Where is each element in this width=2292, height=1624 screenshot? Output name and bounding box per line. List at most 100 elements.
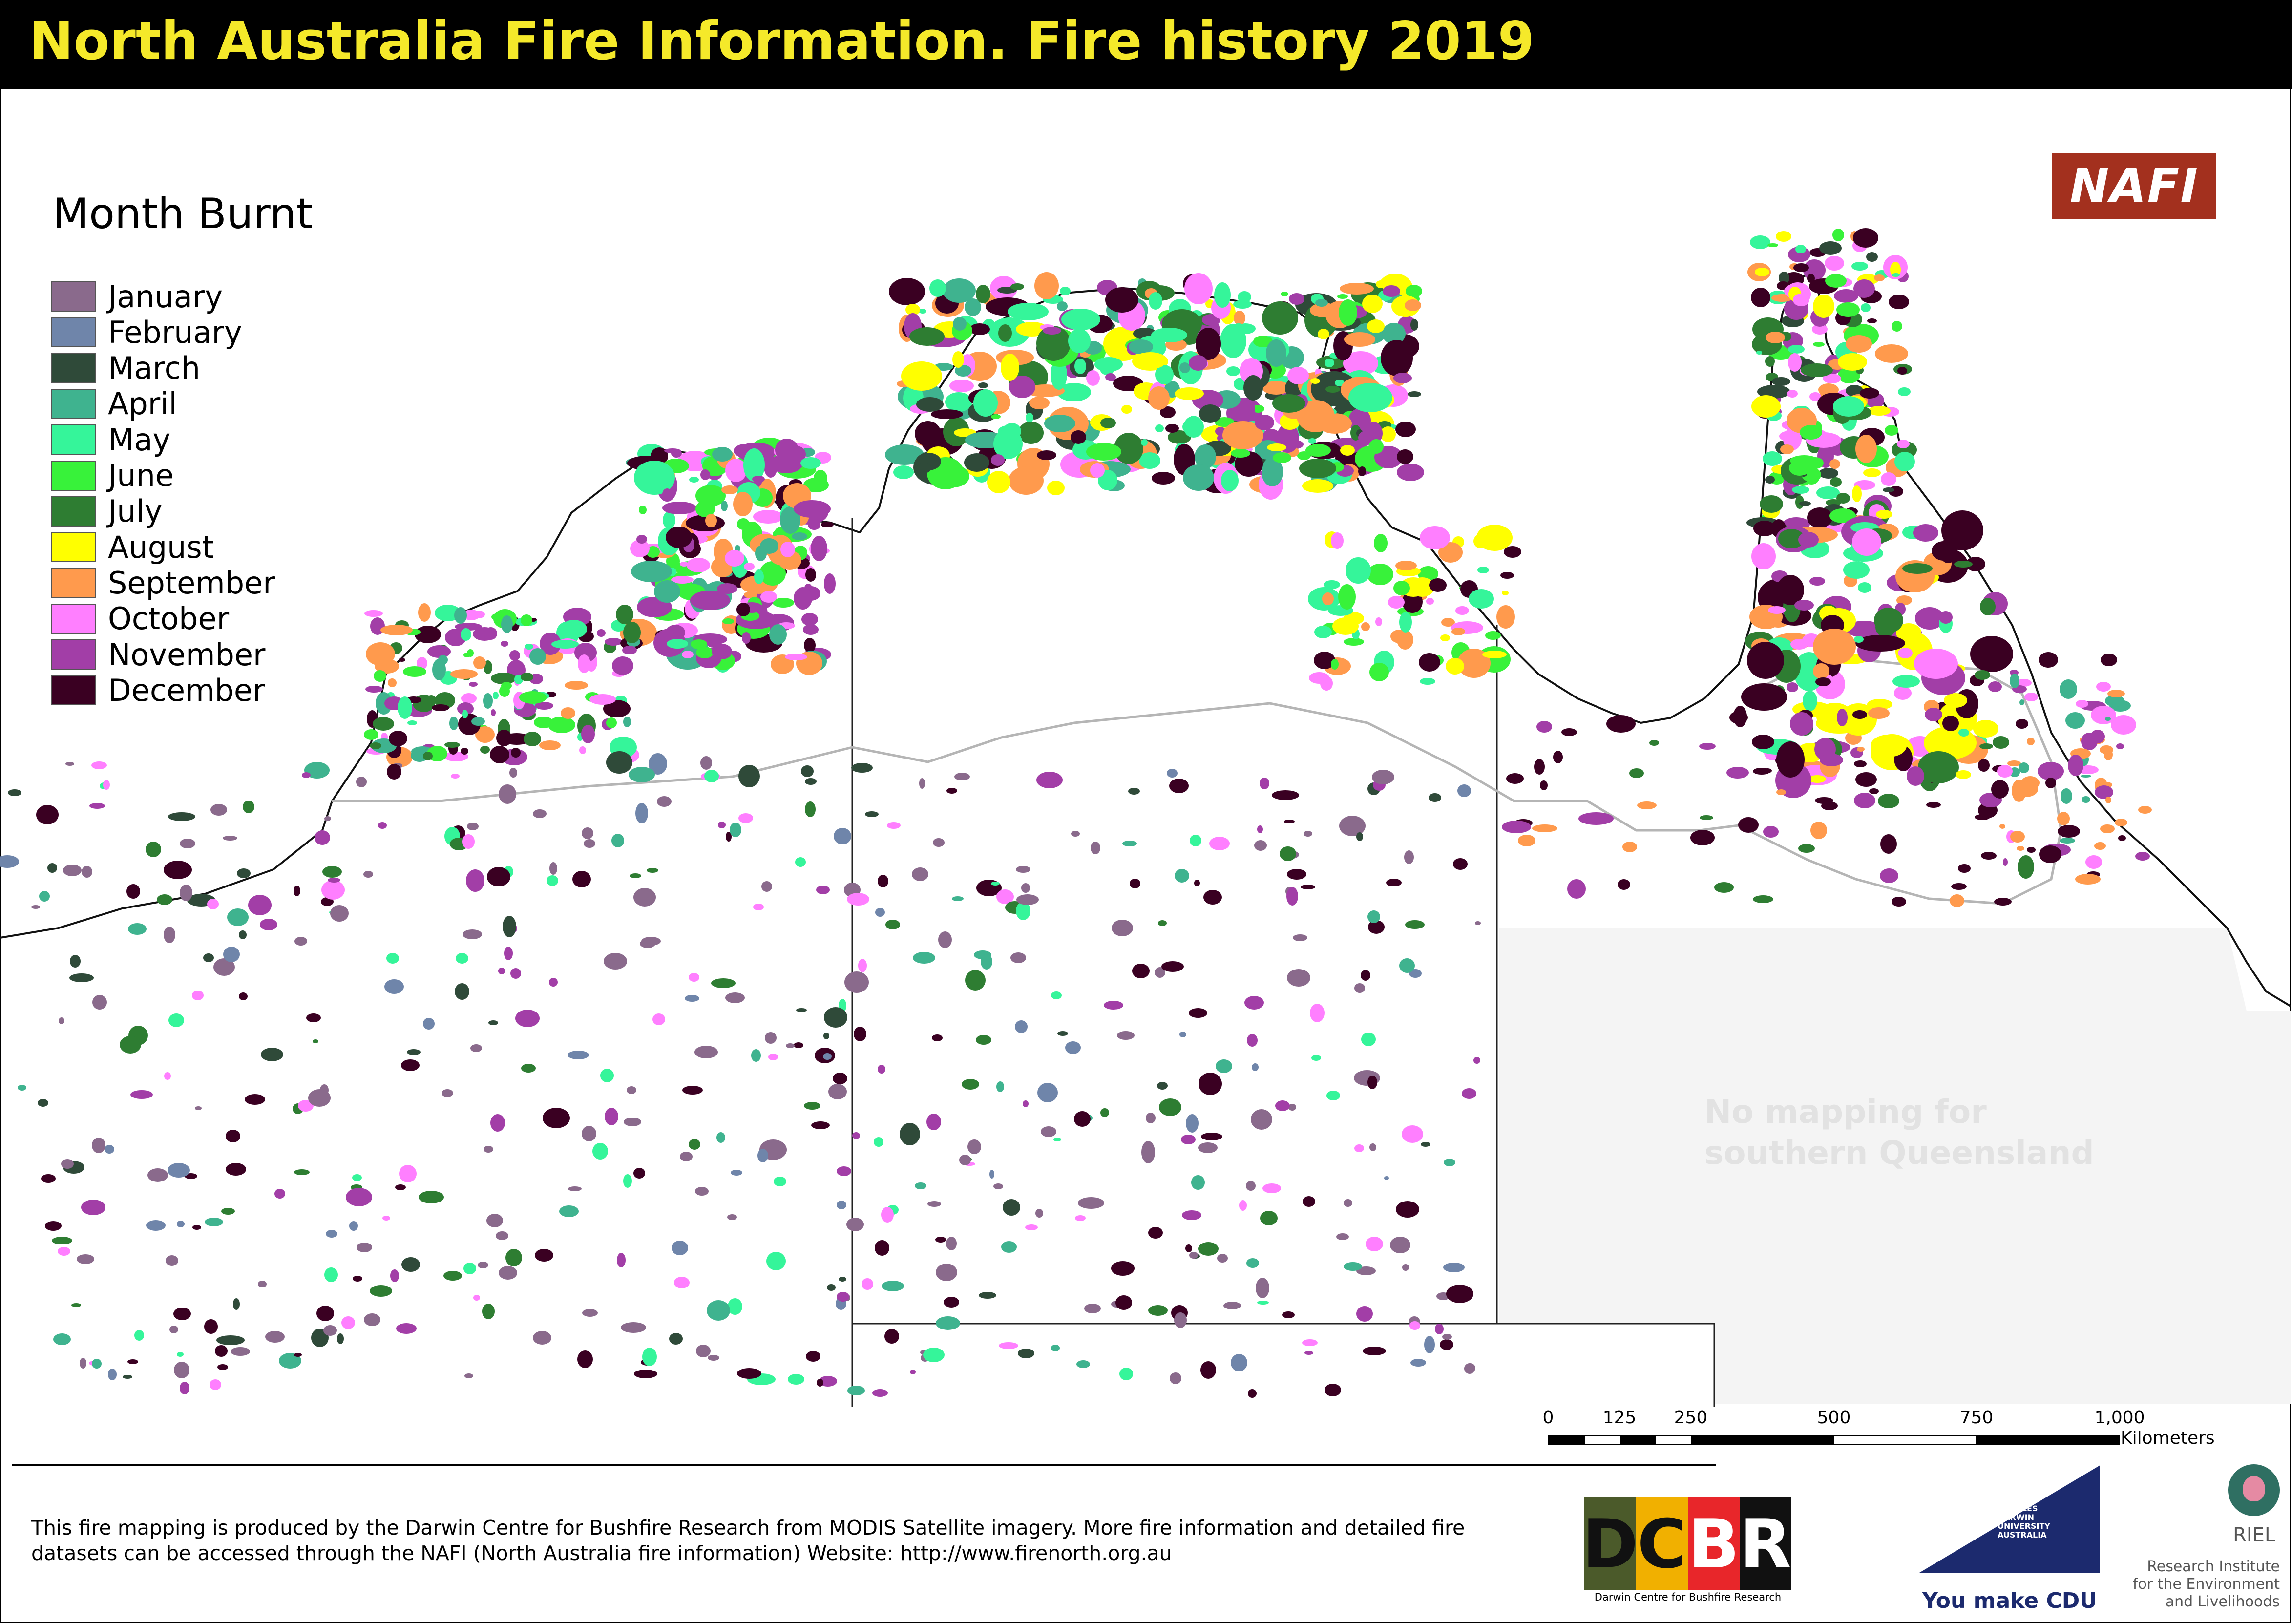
burn-patch	[491, 673, 516, 684]
burn-patch	[1191, 1175, 1205, 1190]
burn-patch	[669, 1333, 683, 1345]
burn-patch	[1272, 790, 1299, 800]
burn-patch	[549, 862, 557, 875]
burn-patch	[1376, 280, 1386, 288]
burn-patch	[768, 1054, 778, 1060]
burn-patch	[2116, 743, 2124, 749]
burn-patch	[976, 1035, 991, 1045]
burn-patch	[509, 768, 517, 778]
burn-patch	[1397, 464, 1424, 481]
scale-bar: 0 125 250 500 750 1,000 Kilometers	[1542, 1408, 2215, 1466]
burn-patch	[833, 1073, 847, 1084]
burn-patch	[577, 1350, 593, 1368]
burn-patch	[1196, 328, 1221, 360]
burn-patch	[680, 562, 689, 567]
burn-patch	[1366, 1237, 1383, 1251]
burn-patch	[1868, 406, 1891, 416]
burn-patch	[806, 1351, 820, 1362]
no-mapping-note: No mapping for southern Queensland	[1704, 1093, 2094, 1172]
burn-patch	[1502, 821, 1531, 833]
burn-patch	[705, 514, 717, 527]
burn-patch	[2105, 797, 2111, 803]
burn-patch	[989, 1170, 994, 1179]
burn-patch	[885, 920, 900, 929]
burn-patch	[1944, 693, 1967, 708]
burn-patch	[1496, 605, 1515, 629]
burn-patch	[1504, 546, 1521, 558]
burn-patch	[1262, 457, 1283, 486]
burn-patch	[463, 929, 482, 939]
riel-full-name: Research Institute for the Environment a…	[2132, 1558, 2280, 1610]
burn-patch	[134, 1330, 144, 1341]
burn-patch	[717, 583, 737, 594]
burn-patch	[690, 591, 730, 610]
burn-patch	[1015, 1020, 1028, 1033]
burn-patch	[1001, 354, 1019, 381]
burn-patch	[1010, 283, 1024, 290]
legend-item-april: April	[51, 386, 177, 422]
burn-patch	[1195, 444, 1216, 469]
burn-patch	[936, 1316, 960, 1330]
burn-patch	[794, 587, 812, 610]
burn-patch	[1304, 831, 1312, 837]
burn-patch	[1266, 339, 1286, 367]
burn-patch	[1361, 1033, 1376, 1046]
burn-patch	[1852, 485, 1862, 502]
burn-patch	[1397, 449, 1413, 464]
burn-patch	[875, 908, 885, 917]
burn-patch	[821, 522, 834, 527]
scale-label-0: 0	[1542, 1408, 1554, 1428]
scale-unit: Kilometers	[2121, 1428, 2215, 1448]
burn-patch	[1374, 534, 1388, 552]
burn-patch	[1518, 835, 1535, 846]
burn-patch	[1308, 438, 1316, 444]
burn-patch	[1846, 385, 1863, 397]
legend-swatch	[51, 281, 96, 312]
burn-patch	[1853, 279, 1875, 298]
burn-patch	[473, 656, 486, 669]
burn-patch	[443, 1271, 462, 1281]
burn-patch	[2090, 730, 2105, 743]
burn-patch	[108, 1369, 117, 1380]
burn-patch	[959, 1155, 971, 1165]
burn-patch	[1757, 385, 1790, 399]
burn-patch	[1851, 262, 1868, 271]
burn-patch	[1071, 430, 1086, 444]
burn-patch	[952, 351, 964, 368]
burn-patch	[630, 540, 650, 557]
burn-patch	[456, 953, 468, 964]
burn-patch	[794, 500, 831, 518]
burn-patch	[1174, 1312, 1187, 1328]
burn-patch	[213, 958, 235, 976]
burn-patch	[505, 1249, 522, 1266]
burn-patch	[1852, 528, 1881, 556]
legend-label: October	[108, 601, 230, 637]
burn-patch	[1980, 598, 1996, 615]
burn-patches	[0, 228, 2152, 1398]
burn-patch	[1424, 1336, 1435, 1353]
burn-patch	[467, 649, 474, 657]
burn-patch	[1763, 451, 1782, 466]
burn-patch	[239, 992, 248, 1000]
legend-label: September	[108, 565, 275, 601]
burn-patch	[1994, 898, 2012, 906]
burn-patch	[1185, 1244, 1192, 1252]
burn-patch	[387, 764, 401, 780]
burn-patch	[727, 1214, 737, 1220]
burn-patch	[501, 682, 512, 690]
burn-patch	[976, 285, 990, 303]
burn-patch	[1130, 879, 1140, 888]
burn-patch	[1361, 622, 1370, 631]
burn-patch	[105, 1145, 114, 1154]
burn-patch	[378, 822, 387, 829]
burn-patch	[744, 591, 757, 598]
burn-patch	[321, 880, 345, 900]
burn-patch	[1540, 780, 1548, 790]
burn-patch	[1892, 321, 1902, 332]
burn-patch	[328, 878, 340, 883]
burn-patch	[1898, 387, 1911, 396]
burn-patch	[45, 1221, 62, 1231]
burn-patch	[491, 613, 503, 620]
burn-patch	[1637, 801, 1657, 809]
burn-patch	[1222, 421, 1263, 449]
